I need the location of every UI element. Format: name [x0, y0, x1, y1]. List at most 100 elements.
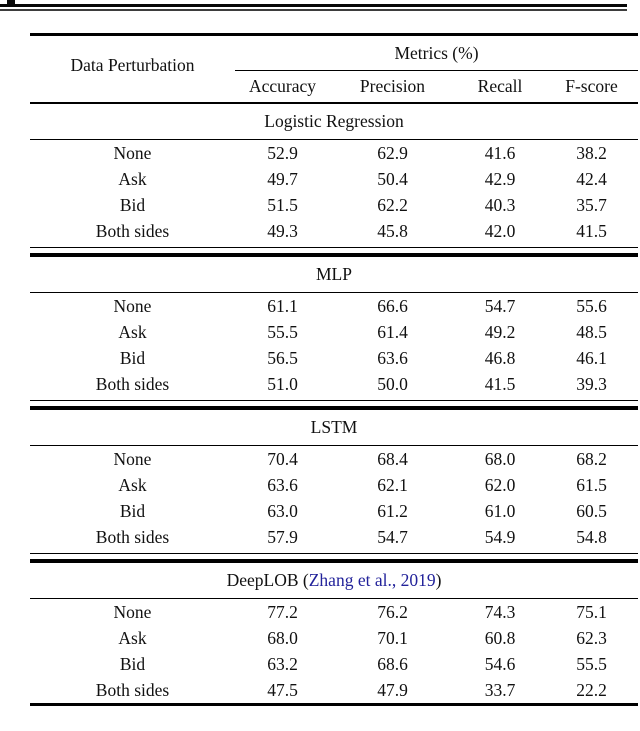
value-cell: 66.6 — [377, 295, 408, 316]
double-rule — [30, 406, 638, 410]
value-cell: 40.3 — [484, 194, 516, 215]
model-section: DeepLOB (Zhang et al., 2019) None 77.2 7… — [30, 563, 638, 703]
section-title: Logistic Regression — [30, 104, 638, 140]
value-cell: 63.6 — [377, 347, 408, 368]
table-row: Bid 56.5 63.6 46.8 46.1 — [30, 345, 638, 371]
value-cell: 75.1 — [576, 601, 607, 622]
table-row: None 70.4 68.4 68.0 68.2 — [30, 446, 638, 472]
value-cell: 62.1 — [377, 474, 408, 495]
row-header-label: Data Perturbation — [70, 54, 195, 75]
table-row: None 61.1 66.6 54.7 55.6 — [30, 293, 638, 319]
section-rows: None 77.2 76.2 74.3 75.1 Ask 68.0 70.1 6… — [30, 599, 638, 703]
value-cell: 63.6 — [267, 474, 298, 495]
previous-content-rule-thin — [0, 9, 627, 11]
row-label: Ask — [118, 168, 147, 189]
value-cell: 70.1 — [377, 627, 408, 648]
section-title-prefix: DeepLOB ( — [226, 570, 309, 590]
section-rows: None 70.4 68.4 68.0 68.2 Ask 63.6 62.1 6… — [30, 446, 638, 550]
row-label: Both sides — [95, 679, 170, 700]
table-header: Data Perturbation Metrics (%) Accuracy P… — [30, 36, 638, 104]
row-label: Bid — [119, 347, 146, 368]
value-cell: 54.6 — [484, 653, 516, 674]
value-cell: 41.5 — [576, 220, 607, 241]
column-header-recall: Recall — [477, 76, 523, 96]
value-cell: 62.3 — [576, 627, 607, 648]
value-cell: 47.9 — [377, 679, 408, 700]
value-cell: 42.4 — [576, 168, 607, 189]
value-cell: 68.2 — [576, 448, 607, 469]
value-cell: 61.0 — [484, 500, 516, 521]
value-cell: 48.5 — [576, 321, 607, 342]
value-cell: 61.4 — [377, 321, 408, 342]
table-row: Bid 63.0 61.2 61.0 60.5 — [30, 498, 638, 524]
section-title-prefix: Logistic Regression — [264, 111, 404, 131]
value-cell: 57.9 — [267, 526, 298, 547]
value-cell: 42.0 — [484, 220, 516, 241]
column-header-accuracy: Accuracy — [248, 76, 317, 96]
value-cell: 62.2 — [377, 194, 408, 215]
value-cell: 50.0 — [377, 373, 408, 394]
value-cell: 68.4 — [377, 448, 408, 469]
section-rows: None 61.1 66.6 54.7 55.6 Ask 55.5 61.4 4… — [30, 293, 638, 397]
section-title-suffix: ) — [435, 570, 442, 590]
value-cell: 62.0 — [484, 474, 516, 495]
previous-content-rule-thick — [0, 4, 627, 7]
model-section: MLP None 61.1 66.6 54.7 55.6 Ask 55.5 61… — [30, 257, 638, 397]
column-header-fscore: F-score — [565, 76, 618, 96]
table-row: Ask 68.0 70.1 60.8 62.3 — [30, 625, 638, 651]
row-label: Ask — [118, 321, 147, 342]
metric-column-headers: Accuracy Precision Recall F-score — [235, 71, 638, 102]
value-cell: 55.6 — [576, 295, 607, 316]
value-cell: 63.0 — [267, 500, 298, 521]
value-cell: 70.4 — [267, 448, 298, 469]
table-row: Both sides 47.5 47.9 33.7 22.2 — [30, 677, 638, 703]
table-row: Both sides 57.9 54.7 54.9 54.8 — [30, 524, 638, 550]
model-section: Logistic Regression None 52.9 62.9 41.6 … — [30, 104, 638, 244]
value-cell: 76.2 — [377, 601, 408, 622]
value-cell: 52.9 — [267, 142, 298, 163]
value-cell: 68.0 — [267, 627, 298, 648]
citation-link[interactable]: Zhang et al., 2019 — [308, 570, 436, 590]
value-cell: 33.7 — [484, 679, 516, 700]
table-row: None 52.9 62.9 41.6 38.2 — [30, 140, 638, 166]
value-cell: 46.8 — [484, 347, 516, 368]
value-cell: 55.5 — [267, 321, 298, 342]
row-label: Both sides — [95, 526, 170, 547]
section-rows: None 52.9 62.9 41.6 38.2 Ask 49.7 50.4 4… — [30, 140, 638, 244]
table-row: Bid 51.5 62.2 40.3 35.7 — [30, 192, 638, 218]
row-label: None — [113, 448, 152, 469]
value-cell: 60.5 — [576, 500, 607, 521]
value-cell: 45.8 — [377, 220, 408, 241]
value-cell: 51.5 — [267, 194, 298, 215]
column-header-precision: Precision — [359, 76, 426, 96]
value-cell: 38.2 — [576, 142, 607, 163]
metrics-group-header: Metrics (%) — [235, 36, 638, 71]
value-cell: 61.5 — [576, 474, 607, 495]
cropped-text-fragment — [7, 0, 15, 4]
value-cell: 41.5 — [484, 373, 516, 394]
table-row: Both sides 51.0 50.0 41.5 39.3 — [30, 371, 638, 397]
row-label: Ask — [118, 474, 147, 495]
row-label: None — [113, 142, 152, 163]
value-cell: 68.6 — [377, 653, 408, 674]
value-cell: 61.2 — [377, 500, 408, 521]
model-section: LSTM None 70.4 68.4 68.0 68.2 Ask 63.6 6… — [30, 410, 638, 550]
value-cell: 74.3 — [484, 601, 516, 622]
table-row: None 77.2 76.2 74.3 75.1 — [30, 599, 638, 625]
value-cell: 51.0 — [267, 373, 298, 394]
value-cell: 49.7 — [267, 168, 298, 189]
metrics-header-group: Metrics (%) Accuracy Precision Recall F-… — [235, 36, 638, 102]
value-cell: 47.5 — [267, 679, 298, 700]
value-cell: 63.2 — [267, 653, 298, 674]
value-cell: 35.7 — [576, 194, 607, 215]
value-cell: 54.9 — [484, 526, 516, 547]
section-title-prefix: MLP — [316, 264, 352, 284]
value-cell: 41.6 — [484, 142, 516, 163]
row-label: Ask — [118, 627, 147, 648]
section-title: MLP — [30, 257, 638, 293]
row-label: None — [113, 601, 152, 622]
value-cell: 49.3 — [267, 220, 298, 241]
value-cell: 39.3 — [576, 373, 607, 394]
section-title: DeepLOB (Zhang et al., 2019) — [30, 563, 638, 599]
table-row: Bid 63.2 68.6 54.6 55.5 — [30, 651, 638, 677]
